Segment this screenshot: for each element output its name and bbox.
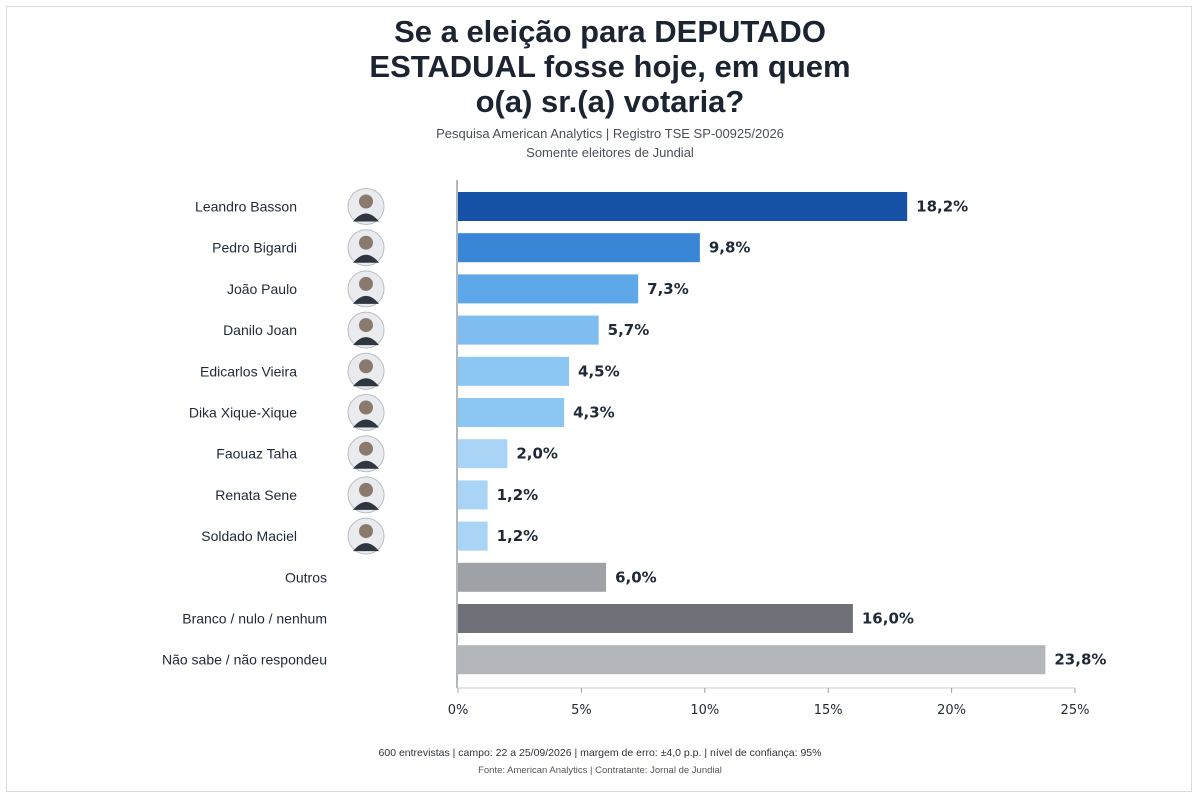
bar <box>458 604 853 633</box>
category-label: Branco / nulo / nenhum <box>182 611 327 627</box>
bar <box>458 645 1046 675</box>
value-label: 4,5% <box>578 362 620 380</box>
avatar-head <box>359 400 373 415</box>
value-label: 6,0% <box>615 568 657 586</box>
x-tick-label: 25% <box>1061 703 1090 718</box>
category-label: Faouaz Taha <box>216 446 297 462</box>
bar <box>458 562 607 592</box>
category-label: Edicarlos Vieira <box>200 363 297 379</box>
x-tick-label: 15% <box>814 703 843 718</box>
value-label: 18,2% <box>916 198 968 216</box>
title-line-3: o(a) sr.(a) votaria? <box>475 84 745 119</box>
chart-subtitle: Pesquisa American Analytics | Registro T… <box>300 124 920 162</box>
avatar-body <box>353 543 379 552</box>
chart-footer: 600 entrevistas | campo: 22 a 25/09/2026… <box>0 744 1200 780</box>
value-label: 1,2% <box>497 486 539 504</box>
value-label: 9,8% <box>709 239 751 257</box>
category-label: João Paulo <box>227 281 297 297</box>
category-label: Danilo Joan <box>223 322 297 338</box>
bar <box>458 356 570 386</box>
bar <box>458 398 565 427</box>
footer-methodology: 600 entrevistas | campo: 22 a 25/09/2026… <box>378 747 822 759</box>
avatar-body <box>353 501 379 510</box>
avatar-head <box>359 482 373 497</box>
bar <box>458 521 488 551</box>
category-label: Soldado Maciel <box>201 528 297 544</box>
category-label: Dika Xique-Xique <box>189 405 297 421</box>
bar <box>458 439 508 469</box>
avatar-head <box>359 524 373 539</box>
avatar-head <box>359 318 373 333</box>
avatar-body <box>353 378 379 387</box>
value-label: 1,2% <box>497 527 539 545</box>
value-label: 16,0% <box>862 610 914 628</box>
avatar-body <box>353 213 379 222</box>
avatar-body <box>353 419 379 428</box>
avatar-head <box>359 441 373 456</box>
avatar-head <box>359 359 373 374</box>
bar <box>458 192 908 221</box>
category-label: Não sabe / não respondeu <box>162 652 327 668</box>
title-line-2: ESTADUAL fosse hoje, em quem <box>369 49 851 84</box>
value-label: 4,3% <box>573 404 615 422</box>
category-label: Outros <box>285 569 327 585</box>
value-label: 5,7% <box>608 321 650 339</box>
chart-frame <box>6 6 1192 792</box>
category-label: Pedro Bigardi <box>212 240 297 256</box>
avatar-body <box>353 460 379 469</box>
subtitle-line-2: Somente eleitores de Jundial <box>526 145 694 160</box>
title-line-1: Se a eleição para DEPUTADO <box>394 14 826 49</box>
avatar-body <box>353 295 379 304</box>
avatar-head <box>359 235 373 250</box>
avatar-head <box>359 194 373 209</box>
value-label: 23,8% <box>1054 651 1106 669</box>
x-tick-label: 0% <box>448 703 469 718</box>
x-tick-label: 20% <box>937 703 966 718</box>
x-tick-label: 5% <box>571 703 592 718</box>
value-label: 2,0% <box>516 445 558 463</box>
chart-title: Se a eleição para DEPUTADO ESTADUAL foss… <box>300 14 920 119</box>
bar <box>458 233 700 263</box>
avatar-body <box>353 254 379 263</box>
value-label: 7,3% <box>647 280 689 298</box>
x-tick-label: 10% <box>690 703 719 718</box>
bar <box>458 480 488 510</box>
footer-source: Fonte: American Analytics | Contratante:… <box>478 765 722 776</box>
category-label: Renata Sene <box>215 487 297 503</box>
avatar-head <box>359 276 373 291</box>
bar <box>458 274 639 304</box>
subtitle-line-1: Pesquisa American Analytics | Registro T… <box>436 126 784 141</box>
avatar-body <box>353 337 379 346</box>
category-label: Leandro Basson <box>195 199 297 215</box>
bar <box>458 315 599 345</box>
